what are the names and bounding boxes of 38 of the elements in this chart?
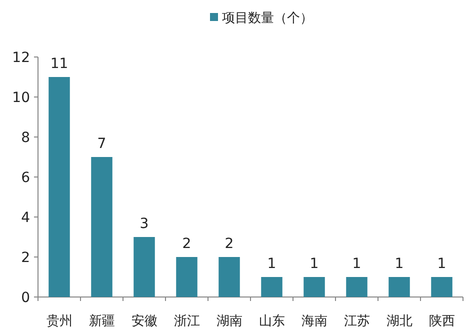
data-label: 3 xyxy=(140,216,149,232)
y-tick-label: 0 xyxy=(21,290,30,306)
x-tick-label: 安徽 xyxy=(131,313,158,329)
x-tick-label: 陕西 xyxy=(428,314,455,329)
bar xyxy=(48,77,70,297)
bar xyxy=(134,237,155,297)
bar xyxy=(304,277,325,297)
data-label: 2 xyxy=(182,236,192,252)
y-tick-label: 8 xyxy=(21,130,30,146)
data-label: 2 xyxy=(224,236,234,252)
bar xyxy=(431,277,452,297)
data-label: 1 xyxy=(352,256,362,272)
data-label: 7 xyxy=(97,136,106,152)
y-tick-label: 12 xyxy=(12,50,30,66)
bar xyxy=(218,257,240,297)
y-tick-label: 4 xyxy=(21,210,30,226)
x-tick-label: 海南 xyxy=(301,314,328,329)
x-tick-label: 浙江 xyxy=(174,314,200,329)
y-tick-label: 6 xyxy=(21,170,30,186)
x-tick-label: 新疆 xyxy=(88,314,115,329)
x-tick-label: 江苏 xyxy=(344,314,370,329)
bar xyxy=(176,257,198,297)
bar xyxy=(388,277,410,297)
data-label: 1 xyxy=(267,256,276,272)
y-tick-label: 2 xyxy=(21,250,30,266)
bar xyxy=(346,277,368,297)
x-tick-label: 山东 xyxy=(258,314,285,329)
bar xyxy=(91,157,112,297)
x-tick-label: 贵州 xyxy=(46,314,72,329)
y-tick-label: 10 xyxy=(12,90,30,106)
data-label: 1 xyxy=(394,256,404,272)
data-label: 1 xyxy=(310,256,319,272)
x-tick-label: 湖南 xyxy=(216,314,242,329)
data-label: 1 xyxy=(437,256,446,272)
data-label: 11 xyxy=(50,56,68,72)
legend-label: 项目数量（个） xyxy=(222,11,313,26)
x-tick-label: 湖北 xyxy=(386,314,412,329)
bar xyxy=(261,277,282,297)
